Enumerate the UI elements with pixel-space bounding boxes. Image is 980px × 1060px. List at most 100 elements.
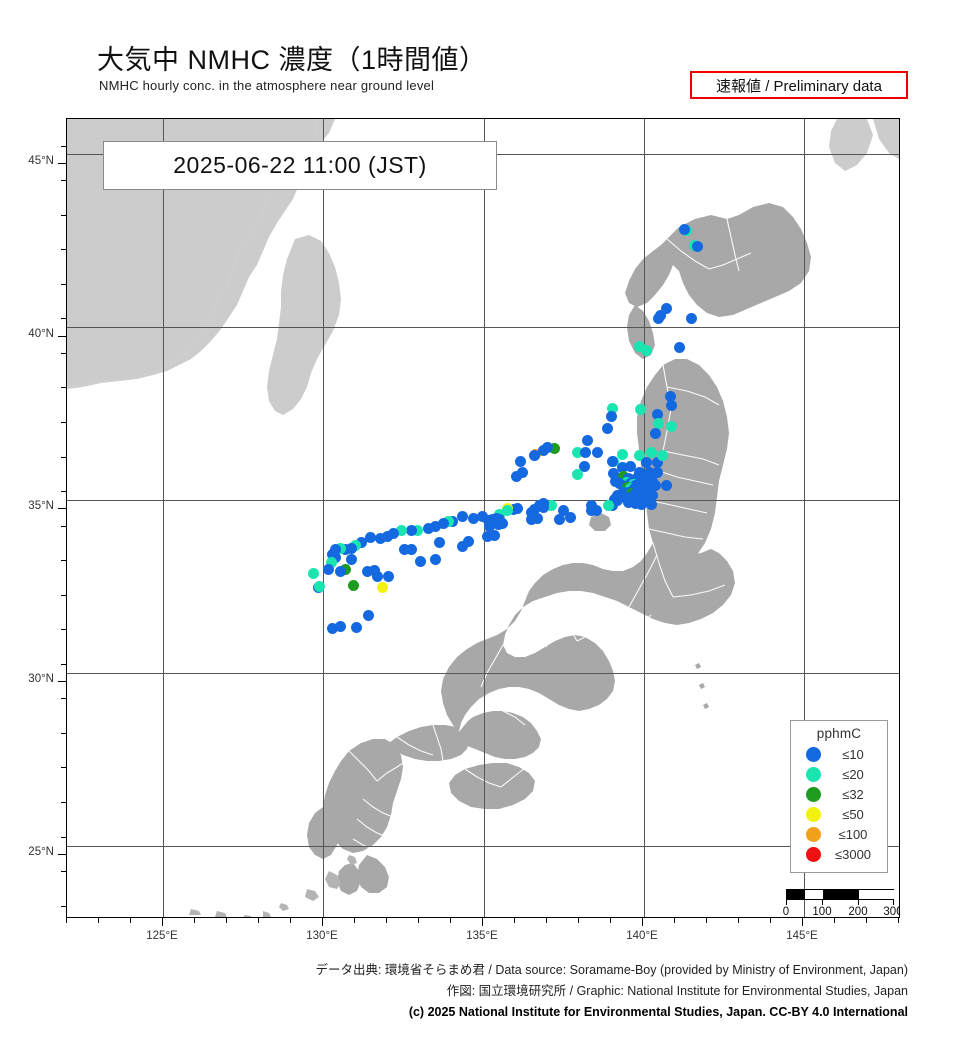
station-marker[interactable] [335,566,347,578]
station-marker[interactable] [635,403,647,415]
station-marker[interactable] [335,621,347,633]
station-marker[interactable] [482,530,494,542]
station-marker[interactable] [634,340,646,352]
station-marker[interactable] [661,302,673,314]
map-plot-area[interactable]: 2025-06-22 11:00 (JST) pphmC ≤10 ≤20 ≤32 ≤5… [66,118,900,918]
station-marker[interactable] [607,403,619,415]
station-marker[interactable] [362,566,374,578]
station-marker[interactable] [492,519,504,531]
station-marker[interactable] [325,557,337,569]
station-marker[interactable] [437,517,449,529]
station-marker[interactable] [411,524,423,536]
station-marker[interactable] [650,427,662,439]
station-marker[interactable] [362,610,374,622]
station-marker[interactable] [430,553,442,565]
station-marker[interactable] [665,391,677,403]
station-marker[interactable] [691,240,703,252]
station-marker[interactable] [383,571,395,583]
station-marker[interactable] [456,511,468,523]
station-marker[interactable] [355,536,367,548]
station-marker[interactable] [387,528,399,540]
station-marker[interactable] [643,466,655,478]
station-marker[interactable] [351,622,363,633]
station-marker[interactable] [502,504,514,516]
station-marker[interactable] [456,540,468,552]
station-marker[interactable] [434,536,446,548]
station-marker[interactable] [585,504,597,516]
station-marker[interactable] [660,480,672,492]
station-marker[interactable] [327,548,339,560]
station-marker[interactable] [666,400,678,412]
station-marker[interactable] [571,446,583,458]
station-marker[interactable] [467,512,479,524]
station-marker[interactable] [616,462,628,474]
station-marker[interactable] [531,512,543,524]
station-marker[interactable] [557,504,569,516]
station-marker[interactable] [327,623,339,635]
station-marker[interactable] [554,513,566,525]
station-marker[interactable] [605,410,617,422]
station-marker[interactable] [364,532,376,544]
station-marker[interactable] [347,579,359,591]
station-marker[interactable] [610,476,622,488]
station-marker[interactable] [665,420,677,432]
station-marker[interactable] [640,456,652,468]
station-marker[interactable] [525,507,537,519]
station-marker[interactable] [429,521,441,533]
station-marker[interactable] [603,500,615,512]
station-marker[interactable] [526,513,538,525]
station-marker[interactable] [307,567,319,579]
station-marker[interactable] [546,500,558,512]
station-marker[interactable] [635,498,647,510]
station-marker[interactable] [345,542,357,554]
station-marker[interactable] [645,498,657,510]
station-marker[interactable] [529,450,541,462]
station-marker[interactable] [346,553,358,565]
station-marker[interactable] [371,571,383,583]
station-marker[interactable] [405,525,417,537]
station-marker[interactable] [652,417,664,429]
station-marker[interactable] [633,466,645,478]
station-marker[interactable] [376,581,388,593]
station-marker[interactable] [607,455,619,467]
station-marker[interactable] [651,456,663,468]
station-marker[interactable] [640,344,652,356]
station-marker[interactable] [507,503,519,515]
station-marker[interactable] [647,490,659,502]
station-marker[interactable] [463,535,475,547]
station-marker[interactable] [651,466,663,478]
station-marker[interactable] [624,460,636,472]
station-marker[interactable] [381,530,393,542]
station-marker[interactable] [538,445,550,457]
station-marker[interactable] [548,443,560,455]
station-marker[interactable] [616,448,628,460]
station-marker[interactable] [375,533,387,545]
station-marker[interactable] [611,490,623,502]
station-marker[interactable] [656,450,668,462]
station-marker[interactable] [483,521,495,533]
station-marker[interactable] [399,543,411,555]
station-marker[interactable] [579,460,591,472]
station-marker[interactable] [516,466,528,478]
station-marker[interactable] [602,422,614,434]
station-marker[interactable] [415,555,427,567]
station-marker[interactable] [395,524,407,536]
station-marker[interactable] [511,471,523,483]
station-marker[interactable] [488,529,500,541]
station-marker[interactable] [674,341,686,353]
station-marker[interactable] [685,312,697,324]
station-marker[interactable] [645,446,657,458]
station-marker[interactable] [330,543,342,555]
station-marker[interactable] [651,408,663,420]
station-marker[interactable] [629,497,641,509]
station-marker[interactable] [655,309,667,321]
station-marker[interactable] [368,564,380,576]
station-marker[interactable] [679,224,691,236]
station-marker[interactable] [579,446,591,458]
station-marker[interactable] [608,467,620,479]
station-marker[interactable] [633,449,645,461]
station-marker[interactable] [423,522,435,534]
station-marker[interactable] [476,510,488,522]
station-marker[interactable] [564,511,576,523]
station-marker[interactable] [581,434,593,446]
